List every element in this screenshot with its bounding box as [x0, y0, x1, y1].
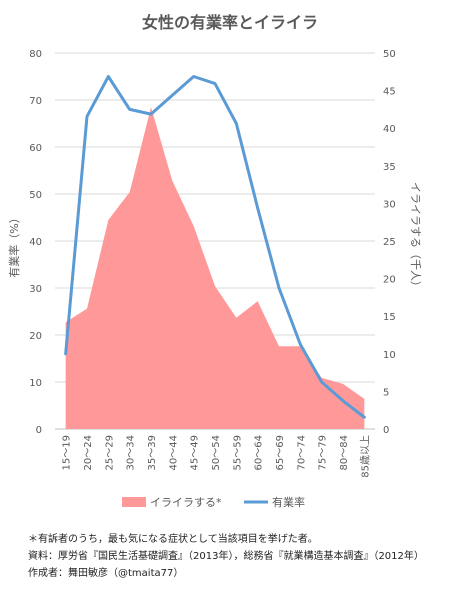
legend-label-line: 有業率 [272, 495, 305, 509]
area-irritation [65, 107, 365, 430]
left-tick-label: 0 [36, 425, 42, 436]
left-tick-label: 30 [29, 284, 42, 295]
left-tick-label: 60 [29, 143, 42, 154]
x-tick-label: 45〜49 [190, 435, 201, 470]
x-tick-label: 30〜34 [126, 435, 137, 470]
right-tick-label: 5 [383, 387, 389, 398]
left-tick-label: 40 [29, 237, 42, 248]
x-tick-label: 15〜19 [62, 435, 73, 470]
right-tick-label: 35 [383, 162, 396, 173]
right-tick-label: 15 [383, 312, 396, 323]
chart: 女性の有業率とイライラ 0 10 20 30 40 50 60 70 80 0 5 10 15 20 25… [7, 13, 422, 509]
left-tick-label: 20 [29, 331, 42, 342]
right-axis-title: イライラする（千人） [409, 182, 422, 292]
left-axis-ticks: 0 10 20 30 40 50 60 70 80 [29, 49, 42, 436]
right-tick-label: 50 [383, 49, 396, 60]
left-tick-label: 50 [29, 190, 42, 201]
area-series [65, 107, 365, 430]
x-tick-label: 25〜29 [104, 435, 115, 470]
right-tick-label: 20 [383, 275, 396, 286]
left-axis-title: 有業率（%） [7, 212, 21, 277]
author-note: 作成者：舞田敏彦（@tmaita77） [28, 568, 184, 579]
right-tick-label: 30 [383, 199, 396, 210]
line-employment-rate [64, 75, 366, 419]
x-tick-label: 55〜59 [232, 435, 243, 470]
x-tick-label: 65〜69 [275, 435, 286, 470]
x-tick-label: 60〜64 [254, 435, 265, 470]
right-tick-label: 45 [383, 87, 396, 98]
chart-title: 女性の有業率とイライラ [142, 13, 318, 32]
x-axis-ticks: 15〜19 20〜24 25〜29 30〜34 35〜39 40〜44 45〜49 50〜54… [62, 435, 372, 478]
left-tick-label: 10 [29, 378, 42, 389]
x-tick-label: 80〜84 [339, 435, 350, 470]
left-tick-label: 80 [29, 49, 42, 60]
x-tick-label: 70〜74 [296, 435, 307, 470]
legend-label-area: イライラする* [150, 496, 222, 509]
right-tick-label: 25 [383, 237, 396, 248]
x-tick-label: 75〜79 [318, 435, 329, 470]
x-tick-label: 35〜39 [147, 435, 158, 470]
right-axis-ticks: 0 5 10 15 20 25 30 35 40 45 50 [383, 49, 396, 436]
source-note: 資料：厚労省『国民生活基礎調査』（2013年），総務省『就業構造基本調査』（20… [28, 551, 424, 562]
right-tick-label: 0 [383, 425, 389, 436]
legend-swatch-area [122, 497, 146, 507]
right-tick-label: 40 [383, 124, 396, 135]
footnote: ＊有訴者のうち，最も気になる症状として当該項目を挙げた者。 [28, 534, 318, 545]
x-tick-label: 85歳以上 [359, 435, 371, 478]
line-series [64, 75, 366, 419]
legend: イライラする* 有業率 [122, 495, 305, 509]
x-tick-label: 40〜44 [168, 435, 179, 470]
x-tick-label: 20〜24 [83, 435, 94, 470]
x-tick-label: 50〜54 [211, 435, 222, 470]
left-tick-label: 70 [29, 96, 42, 107]
right-tick-label: 10 [383, 350, 396, 361]
